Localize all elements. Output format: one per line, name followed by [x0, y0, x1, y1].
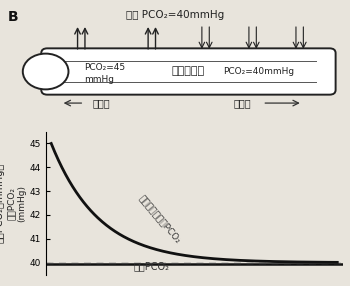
Circle shape [23, 53, 69, 90]
Text: 肺泡PCO₂: 肺泡PCO₂ [133, 261, 169, 271]
FancyBboxPatch shape [41, 48, 336, 95]
Text: B: B [8, 10, 18, 24]
Text: 血液PCO₂（mmHg）: 血液PCO₂（mmHg） [0, 163, 5, 243]
Text: 动脉端: 动脉端 [92, 98, 110, 108]
Text: PCO₂=40mmHg: PCO₂=40mmHg [223, 67, 295, 76]
Text: 肺毛细血管血液PCO₂: 肺毛细血管血液PCO₂ [137, 194, 182, 246]
Text: 肺泡 PCO₂=40mmHg: 肺泡 PCO₂=40mmHg [126, 10, 224, 20]
Text: 静脉端: 静脉端 [233, 98, 251, 108]
Y-axis label: 血液PCO₂
(mmHg): 血液PCO₂ (mmHg) [7, 184, 27, 222]
Text: PCO₂=45: PCO₂=45 [84, 63, 125, 72]
Text: mmHg: mmHg [84, 75, 114, 84]
Text: 肺毛细血管: 肺毛细血管 [172, 67, 205, 76]
